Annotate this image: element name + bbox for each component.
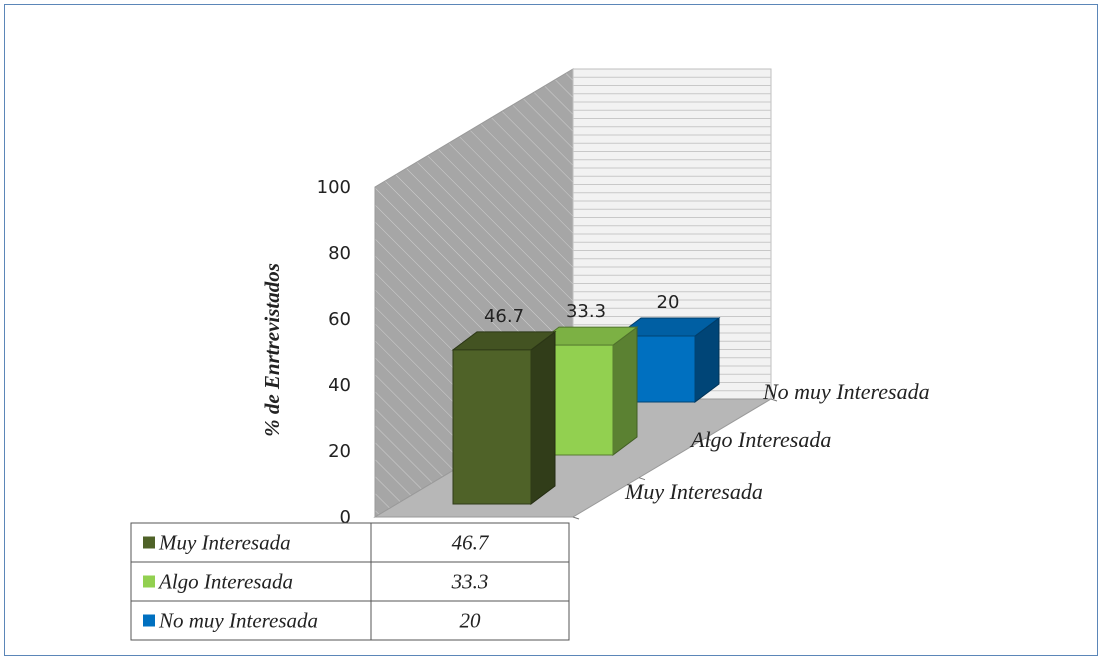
floor-tick	[638, 477, 646, 481]
legend-swatch	[143, 614, 155, 627]
table-series-name: Algo Interesada	[157, 570, 293, 594]
chart-bars: 20 33.3 46.7	[451, 292, 721, 505]
data-label: 33.3	[566, 301, 606, 322]
floor-tick	[572, 516, 580, 520]
table-border	[130, 522, 570, 641]
y-tick-label: 100	[317, 177, 351, 198]
bar-side	[530, 330, 556, 505]
table-series-name: Muy Interesada	[158, 531, 291, 555]
legend-swatch	[143, 575, 155, 588]
chart-frame: 0 20 40 60 80 100 20 33.3 46.7 Muy Interesada Al…	[4, 4, 1098, 656]
bar	[452, 349, 532, 505]
data-table: Muy Interesada 46.7 Algo Interesada 33.3 No …	[130, 522, 570, 641]
category-label: Algo Interesada	[689, 427, 831, 452]
data-label: 46.7	[484, 306, 524, 327]
bar-side	[612, 326, 638, 456]
y-axis-label: % de Enrtrevistados	[260, 263, 284, 437]
y-tick-label: 80	[328, 243, 351, 264]
y-axis: 0 20 40 60 80 100	[317, 177, 351, 528]
table-value: 33.3	[451, 570, 489, 594]
table-series-name: No muy Interesada	[158, 609, 318, 633]
category-label: Muy Interesada	[624, 479, 763, 504]
floor-tick	[704, 437, 712, 441]
y-tick-label: 60	[328, 309, 351, 330]
category-axis: Muy Interesada Algo Interesada No muy Inte…	[624, 379, 930, 504]
y-tick-label: 40	[328, 375, 351, 396]
legend-swatch	[143, 536, 155, 549]
table-value: 20	[460, 609, 482, 633]
category-label: No muy Interesada	[762, 379, 930, 404]
y-tick-label: 0	[340, 507, 351, 528]
y-tick-label: 20	[328, 441, 351, 462]
data-label: 20	[657, 292, 680, 313]
floor-tick	[770, 398, 778, 402]
chart-canvas: 0 20 40 60 80 100 20 33.3 46.7 Muy Interesada Al…	[130, 68, 930, 641]
table-value: 46.7	[452, 531, 490, 555]
